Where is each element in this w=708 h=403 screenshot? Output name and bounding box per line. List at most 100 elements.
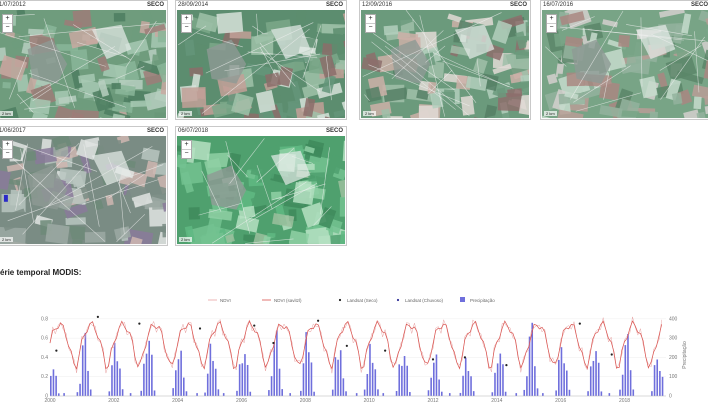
landsat-point xyxy=(463,356,467,359)
x-tick-label: 2006 xyxy=(236,398,247,402)
precip-bar xyxy=(209,343,212,396)
ndvi-line xyxy=(49,316,662,374)
precip-bar xyxy=(536,388,539,396)
precip-bar xyxy=(355,393,358,396)
precip-bar xyxy=(313,391,315,396)
precip-bar xyxy=(619,389,621,396)
landsat-point xyxy=(384,349,387,352)
precip-bar xyxy=(597,362,600,396)
zoom-control: + − xyxy=(546,14,557,33)
precip-bar xyxy=(302,363,305,396)
precip-bar xyxy=(270,376,273,396)
precip-bar xyxy=(587,391,589,396)
precip-bar xyxy=(632,389,635,396)
zoom-out-button[interactable]: − xyxy=(184,150,189,157)
legend-label: Precipitação xyxy=(470,298,495,303)
tile-date: 28/09/2014 xyxy=(178,2,209,8)
satellite-tile[interactable]: 28/09/2014 SECO + − 2 km xyxy=(175,0,347,120)
scale-bar: 2 km xyxy=(179,111,192,116)
precip-bar xyxy=(278,368,281,396)
precip-bar xyxy=(241,363,244,396)
zoom-out-button[interactable]: − xyxy=(5,24,10,31)
precip-bar xyxy=(491,392,494,396)
precip-bar xyxy=(377,389,379,396)
precip-bar xyxy=(172,388,174,396)
satellite-tile[interactable]: 1/06/2017 SECO + − 2 km xyxy=(0,126,168,246)
satellite-image[interactable] xyxy=(177,136,345,244)
precip-bar xyxy=(244,354,246,396)
precip-bar xyxy=(307,352,310,396)
precip-bar xyxy=(334,357,337,396)
precip-bar xyxy=(395,390,398,396)
precip-bar xyxy=(151,354,153,396)
satellite-image[interactable] xyxy=(0,10,166,118)
precip-bar xyxy=(145,353,148,396)
zoom-in-button[interactable]: + xyxy=(3,15,12,24)
satellite-image[interactable] xyxy=(0,136,166,244)
satellite-image[interactable] xyxy=(542,10,708,118)
y-tick-label: 0.4 xyxy=(41,355,48,361)
precip-bar xyxy=(403,356,406,396)
tile-header: 12/09/2016 SECO xyxy=(360,1,530,10)
y-tick-label: 0.8 xyxy=(41,316,48,322)
satellite-tile[interactable]: 16/07/2016 SECO + − 2 km xyxy=(540,0,708,120)
precip-bar xyxy=(363,389,366,396)
precip-bar xyxy=(300,390,302,396)
tile-season-tag: SECO xyxy=(690,2,708,8)
precip-bar xyxy=(148,340,151,396)
zoom-in-button[interactable]: + xyxy=(3,141,12,150)
zoom-out-button[interactable]: − xyxy=(5,150,10,157)
precip-bar xyxy=(656,359,659,396)
precip-bar xyxy=(502,364,504,396)
legend-label: Landsat (Chuvoso) xyxy=(405,298,444,303)
x-tick-label: 2004 xyxy=(172,398,183,402)
x-tick-label: 2014 xyxy=(491,398,502,402)
y-right-axis-label: Precipitação xyxy=(682,341,688,369)
zoom-out-button[interactable]: − xyxy=(549,24,554,31)
chart-gridlines xyxy=(50,318,666,397)
landsat-point xyxy=(138,322,141,325)
precip-bar xyxy=(459,392,462,396)
precip-bar xyxy=(504,391,507,396)
zoom-control: + − xyxy=(365,14,376,33)
scale-bar: 2 km xyxy=(179,237,192,242)
satellite-tile[interactable]: 12/09/2016 SECO + − 2 km xyxy=(359,0,531,120)
zoom-in-button[interactable]: + xyxy=(182,15,191,24)
satellite-image[interactable] xyxy=(177,10,345,118)
precip-bar xyxy=(310,362,313,396)
precip-bar xyxy=(89,389,92,396)
zoom-out-button[interactable]: − xyxy=(184,24,189,31)
precip-bar xyxy=(653,365,656,396)
zoom-in-button[interactable]: + xyxy=(547,15,556,24)
precip-bar xyxy=(568,389,571,396)
precip-bar xyxy=(608,393,611,396)
y-right-tick-label: 300 xyxy=(669,336,678,342)
precip-bar xyxy=(63,393,65,396)
precip-bar xyxy=(84,332,87,396)
satellite-tile[interactable]: 06/07/2018 SECO + − 2 km xyxy=(175,126,347,246)
landsat-point xyxy=(431,358,435,361)
precip-bar xyxy=(526,376,528,396)
landsat-points xyxy=(55,315,613,367)
precip-bar xyxy=(140,390,143,396)
landsat-point xyxy=(317,319,320,322)
series-title: érie temporal MODIS: xyxy=(0,268,82,277)
zoom-out-button[interactable]: − xyxy=(368,24,373,31)
precip-bar xyxy=(185,391,188,396)
precip-bar xyxy=(627,333,629,396)
zoom-in-button[interactable]: + xyxy=(182,141,191,150)
precip-bar xyxy=(119,368,121,396)
ndvi-lines xyxy=(49,316,663,374)
tile-date: 1/06/2017 xyxy=(0,128,26,134)
zoom-in-button[interactable]: + xyxy=(366,15,375,24)
precip-bar xyxy=(342,378,345,396)
precip-bar xyxy=(534,366,536,396)
satellite-image[interactable] xyxy=(361,10,529,118)
precip-bar xyxy=(87,370,89,396)
precip-bar xyxy=(624,345,627,396)
precip-bar xyxy=(339,350,342,396)
x-tick-label: 2010 xyxy=(364,398,375,402)
scale-bar: 2 km xyxy=(0,237,13,242)
precip-bar xyxy=(222,393,225,396)
satellite-tile[interactable]: 1/07/2012 SECO + − 2 km xyxy=(0,0,168,120)
